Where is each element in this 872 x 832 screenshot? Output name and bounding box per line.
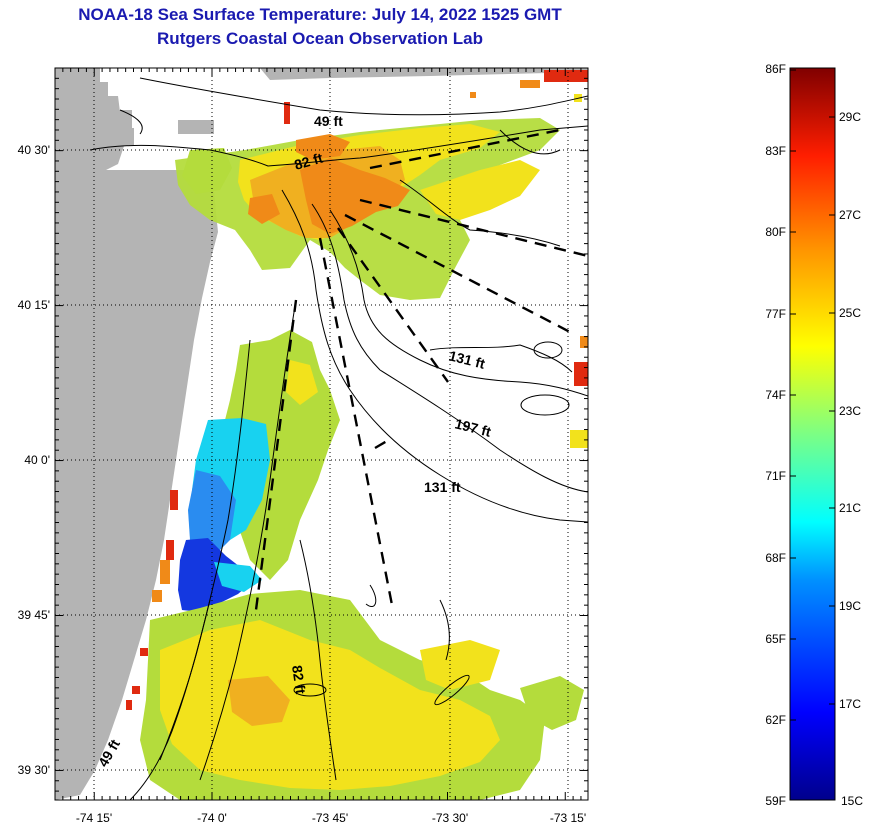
cbar-label-74F: 74F — [765, 388, 786, 402]
lon-label-73-15: -73 15' — [550, 811, 586, 825]
cbar-label-62F: 62F — [765, 713, 786, 727]
dashed-transect-lines — [254, 128, 588, 611]
land-new-jersey — [55, 170, 218, 800]
lat-label-40-30: 40 30' — [18, 143, 50, 157]
lat-lon-grid — [55, 68, 588, 800]
lat-label-39-30: 39 30' — [18, 763, 50, 777]
cbar-label-15C: 15C — [841, 794, 863, 808]
lon-label-73-45: -73 45' — [312, 811, 348, 825]
cbar-label-29C: 29C — [839, 110, 861, 124]
cbar-label-65F: 65F — [765, 632, 786, 646]
cbar-label-80F: 80F — [765, 225, 786, 239]
contour-label-49ft-north: 49 ft — [314, 113, 343, 129]
lon-label-73-30: -73 30' — [432, 811, 468, 825]
lat-label-40-15: 40 15' — [18, 298, 50, 312]
cbar-label-68F: 68F — [765, 551, 786, 565]
cbar-label-19C: 19C — [839, 599, 861, 613]
cbar-label-23C: 23C — [839, 404, 861, 418]
colorbar-gradient — [789, 67, 836, 801]
cbar-label-86F: 86F — [765, 62, 786, 76]
title-line-1: NOAA-18 Sea Surface Temperature: July 14… — [78, 5, 562, 24]
cbar-label-71F: 71F — [765, 469, 786, 483]
lat-label-39-45: 39 45' — [18, 608, 50, 622]
cbar-label-27C: 27C — [839, 208, 861, 222]
lon-label-74-0: -74 0' — [197, 811, 227, 825]
land-area — [55, 68, 134, 800]
lat-label-40-0: 40 0' — [24, 453, 50, 467]
cbar-label-17C: 17C — [839, 697, 861, 711]
axis-ticks — [54, 67, 588, 800]
title-line-2: Rutgers Coastal Ocean Observation Lab — [157, 29, 483, 48]
cbar-label-77F: 77F — [765, 307, 786, 321]
contour-label-82ft-north: 82 ft — [292, 149, 324, 172]
cbar-label-83F: 83F — [765, 144, 786, 158]
bathymetry-contours — [89, 77, 588, 800]
cbar-label-21C: 21C — [839, 501, 861, 515]
cbar-label-59F: 59F — [765, 794, 786, 808]
contour-label-82ft-south: 82 ft — [289, 664, 309, 695]
temperature-colorbar: 86F 83F 80F 77F 74F 71F 68F 65F 62F 59F … — [765, 62, 863, 808]
map-panel: 49 ft 82 ft 131 ft 197 ft 131 ft 82 ft 4… — [18, 67, 589, 825]
lon-label-74-15: -74 15' — [76, 811, 112, 825]
cbar-label-25C: 25C — [839, 306, 861, 320]
contour-label-131ft-central: 131 ft — [424, 479, 461, 495]
